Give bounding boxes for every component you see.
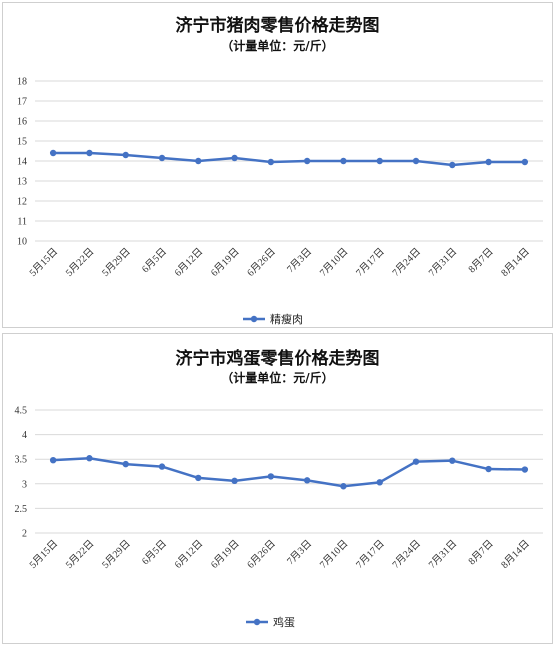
data-point [449, 161, 456, 169]
legend-marker [250, 315, 258, 323]
data-point [122, 460, 129, 468]
data-point [231, 477, 238, 485]
y-tick-label: 4 [22, 430, 27, 441]
data-point [86, 455, 93, 462]
x-tick-label: 8月14日 [499, 246, 532, 279]
data-point [195, 474, 202, 482]
data-point [521, 466, 529, 473]
y-tick-label: 2 [22, 529, 27, 540]
data-point [86, 149, 93, 157]
x-tick-label: 7月10日 [317, 246, 350, 279]
series-line [53, 456, 525, 488]
chart-title: 济宁市猪肉零售价格走势图 [175, 16, 380, 36]
x-tick-label: 8月7日 [466, 246, 496, 276]
data-point [303, 157, 311, 165]
y-tick-label: 12 [17, 197, 27, 208]
data-point [267, 158, 275, 166]
x-tick-label: 6月19日 [208, 538, 241, 571]
x-tick-label: 7月3日 [285, 538, 315, 568]
data-point [231, 154, 238, 162]
x-tick-label: 5月29日 [100, 246, 133, 279]
data-point [412, 458, 420, 465]
data-point [340, 157, 347, 165]
data-point [340, 483, 347, 490]
egg-chart-panel: 济宁市鸡蛋零售价格走势图 （计量单位：元/斤） 2 2.5 3 3.5 4 4.5 5月15… [2, 333, 553, 644]
x-tick-label: 6月12日 [172, 538, 205, 571]
data-point [158, 463, 166, 470]
legend-label: 鸡蛋 [273, 615, 295, 629]
data-point [158, 154, 166, 162]
data-point [195, 157, 202, 165]
x-tick-label: 7月31日 [426, 246, 459, 279]
y-tick-label: 3 [22, 479, 27, 490]
y-tick-label: 18 [17, 77, 27, 88]
series-line [53, 151, 525, 167]
x-tick-label: 6月5日 [139, 538, 169, 568]
x-tick-label: 6月5日 [139, 246, 169, 276]
x-tick-label: 6月26日 [245, 538, 278, 571]
x-tick-label: 7月10日 [317, 538, 350, 571]
y-tick-label: 2.5 [15, 504, 28, 515]
pork-chart-panel: 济宁市猪肉零售价格走势图 （计量单位：元/斤） 10 11 12 13 14 15 16 17… [2, 2, 553, 328]
data-point [485, 465, 492, 473]
x-tick-label: 7月24日 [390, 246, 423, 279]
y-tick-label: 16 [17, 117, 27, 128]
y-tick-label: 13 [17, 177, 27, 188]
x-tick-label: 7月24日 [390, 538, 423, 571]
egg-chart-plot: 2 2.5 3 3.5 4 4.5 5月15日 5月22日 5月29日 6月5日 6月12日 6月19… [15, 406, 543, 629]
y-tick-label: 15 [17, 137, 27, 148]
legend-label: 精瘦肉 [270, 312, 303, 326]
data-point [412, 157, 420, 165]
x-tick-label: 7月17日 [354, 246, 387, 279]
x-tick-label: 7月17日 [354, 538, 387, 571]
x-tick-label: 8月14日 [499, 538, 532, 571]
x-tick-label: 6月19日 [208, 246, 241, 279]
data-point [49, 149, 57, 157]
x-tick-label: 5月22日 [63, 246, 96, 279]
x-tick-label: 5月15日 [27, 246, 60, 279]
y-tick-label: 11 [17, 217, 27, 228]
data-point [485, 158, 492, 166]
chart-subtitle: （计量单位：元/斤） [221, 39, 334, 53]
y-tick-label: 10 [17, 237, 27, 248]
x-tick-label: 6月26日 [245, 246, 278, 279]
x-tick-label: 5月29日 [100, 538, 133, 571]
y-tick-label: 3.5 [15, 455, 28, 466]
data-point [303, 477, 311, 484]
data-point [122, 151, 129, 159]
x-tick-label: 5月22日 [63, 538, 96, 571]
data-point [521, 158, 529, 166]
y-tick-label: 4.5 [15, 406, 28, 417]
x-tick-label: 8月7日 [466, 538, 496, 568]
x-tick-label: 7月3日 [285, 246, 315, 276]
x-tick-label: 7月31日 [426, 538, 459, 571]
data-point [376, 157, 383, 165]
chart-subtitle: （计量单位：元/斤） [221, 371, 334, 385]
data-point [49, 456, 57, 464]
x-tick-label: 5月15日 [27, 538, 60, 571]
data-point [449, 457, 456, 464]
x-tick-label: 6月12日 [172, 246, 205, 279]
y-tick-label: 17 [17, 97, 27, 108]
data-point [376, 479, 383, 486]
y-tick-label: 14 [17, 157, 27, 168]
chart-title: 济宁市鸡蛋零售价格走势图 [175, 349, 380, 369]
data-point [267, 473, 275, 480]
legend-marker [253, 618, 261, 626]
